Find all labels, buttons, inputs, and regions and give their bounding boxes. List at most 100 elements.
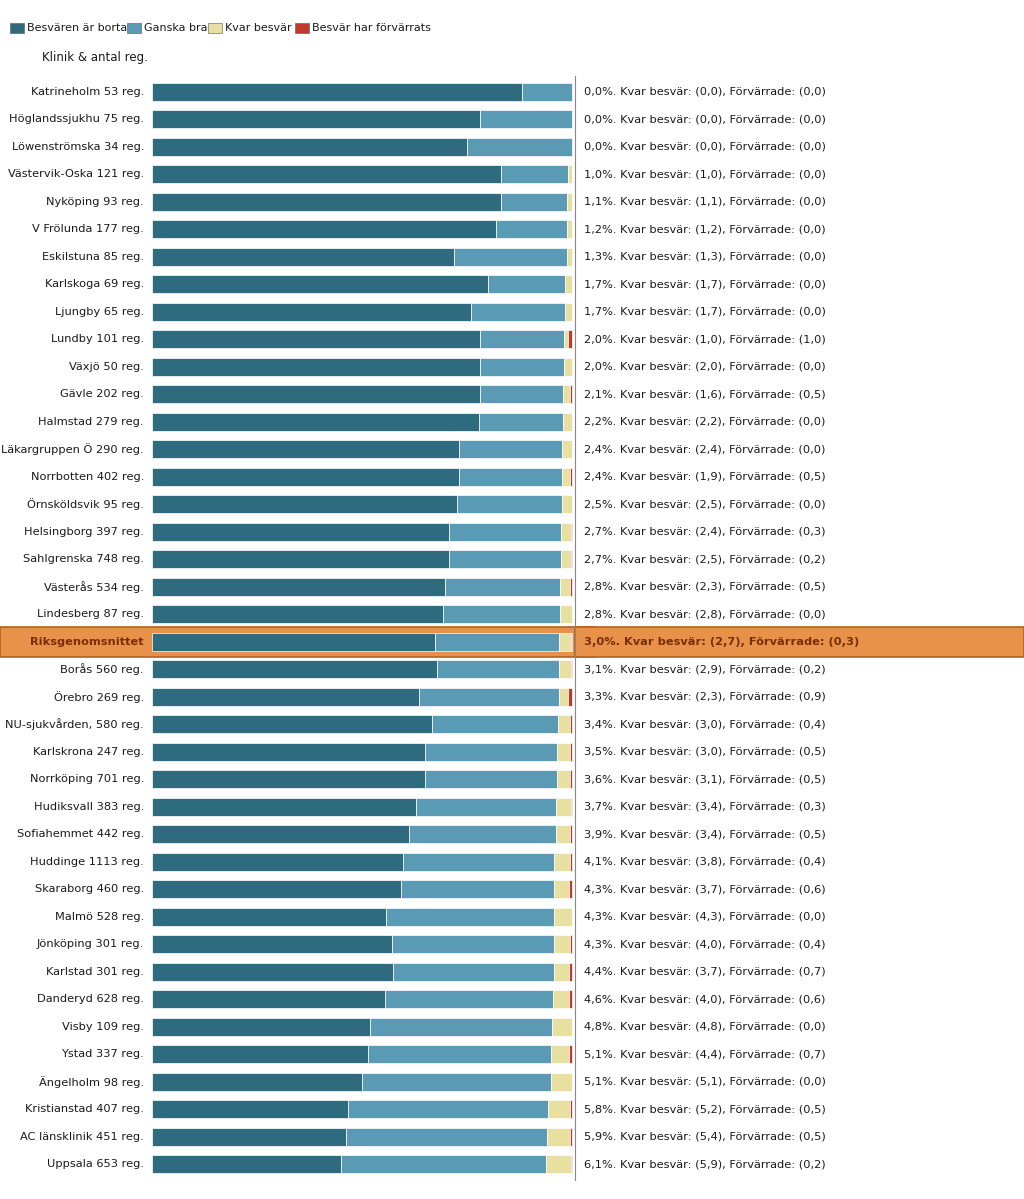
Bar: [560, 605, 572, 623]
Bar: [559, 633, 570, 651]
Bar: [152, 852, 403, 870]
Text: 2,4%. Kvar besvär: (1,9), Förvärrade: (0,5): 2,4%. Kvar besvär: (1,9), Förvärrade: (0…: [584, 471, 825, 482]
Text: Helsingborg 397 reg.: Helsingborg 397 reg.: [25, 526, 144, 537]
Bar: [563, 412, 572, 430]
Bar: [455, 248, 566, 266]
Bar: [152, 1156, 341, 1174]
Text: Eskilstuna 85 reg.: Eskilstuna 85 reg.: [42, 252, 144, 261]
Bar: [392, 963, 554, 981]
Bar: [152, 742, 425, 760]
Bar: [152, 770, 425, 788]
Bar: [152, 578, 444, 596]
Bar: [348, 1101, 548, 1119]
Bar: [554, 935, 570, 953]
Bar: [152, 495, 457, 513]
Bar: [443, 605, 560, 623]
Bar: [566, 248, 572, 266]
Bar: [567, 165, 572, 183]
Bar: [361, 1073, 551, 1091]
Text: Uppsala 653 reg.: Uppsala 653 reg.: [47, 1159, 144, 1169]
Text: 4,3%. Kvar besvär: (3,7), Förvärrade: (0,6): 4,3%. Kvar besvär: (3,7), Förvärrade: (0…: [584, 884, 825, 894]
Bar: [547, 1128, 570, 1146]
Bar: [450, 550, 561, 568]
Text: 1,1%. Kvar besvär: (1,1), Förvärrade: (0,0): 1,1%. Kvar besvär: (1,1), Förvärrade: (0…: [584, 197, 826, 206]
Bar: [341, 1156, 547, 1174]
Bar: [570, 935, 572, 953]
Bar: [152, 357, 479, 375]
Bar: [479, 412, 563, 430]
Bar: [152, 605, 443, 623]
Bar: [521, 83, 572, 101]
Bar: [556, 797, 570, 815]
Text: Karlskrona 247 reg.: Karlskrona 247 reg.: [33, 747, 144, 757]
Bar: [346, 1128, 547, 1146]
Text: Höglandssjukhu 75 reg.: Höglandssjukhu 75 reg.: [9, 114, 144, 125]
Text: 1,2%. Kvar besvär: (1,2), Förvärrade: (0,0): 1,2%. Kvar besvär: (1,2), Förvärrade: (0…: [584, 224, 825, 234]
Text: 2,0%. Kvar besvär: (2,0), Förvärrade: (0,0): 2,0%. Kvar besvär: (2,0), Förvärrade: (0…: [584, 362, 825, 372]
Text: 4,4%. Kvar besvär: (3,7), Förvärrade: (0,7): 4,4%. Kvar besvär: (3,7), Förvärrade: (0…: [584, 966, 825, 977]
Bar: [559, 661, 571, 679]
Text: 2,0%. Kvar besvär: (1,0), Förvärrade: (1,0): 2,0%. Kvar besvär: (1,0), Förvärrade: (1…: [584, 335, 825, 344]
Bar: [385, 990, 553, 1008]
Text: 2,8%. Kvar besvär: (2,3), Förvärrade: (0,5): 2,8%. Kvar besvär: (2,3), Förvärrade: (0…: [584, 582, 825, 592]
Text: Norrköping 701 reg.: Norrköping 701 reg.: [30, 775, 144, 784]
Bar: [152, 1073, 361, 1091]
Text: 1,7%. Kvar besvär: (1,7), Förvärrade: (0,0): 1,7%. Kvar besvär: (1,7), Förvärrade: (0…: [584, 279, 826, 289]
Text: Visby 109 reg.: Visby 109 reg.: [62, 1022, 144, 1032]
Text: Nyköping 93 reg.: Nyköping 93 reg.: [46, 197, 144, 206]
Bar: [152, 1128, 346, 1146]
Bar: [467, 138, 572, 156]
Text: 5,1%. Kvar besvär: (5,1), Förvärrade: (0,0): 5,1%. Kvar besvär: (5,1), Förvärrade: (0…: [584, 1077, 826, 1086]
Bar: [152, 110, 479, 128]
Bar: [434, 633, 559, 651]
Bar: [152, 716, 432, 734]
Bar: [152, 165, 501, 183]
Bar: [553, 990, 569, 1008]
Bar: [561, 550, 571, 568]
Bar: [560, 578, 570, 596]
Bar: [548, 1101, 570, 1119]
Bar: [561, 523, 570, 541]
Text: 1,3%. Kvar besvär: (1,3), Förvärrade: (0,0): 1,3%. Kvar besvär: (1,3), Förvärrade: (0…: [584, 252, 826, 261]
Bar: [547, 1156, 571, 1174]
Bar: [556, 825, 570, 843]
Text: 1,0%. Kvar besvär: (1,0), Förvärrade: (0,0): 1,0%. Kvar besvär: (1,0), Förvärrade: (0…: [584, 169, 826, 179]
Text: 5,8%. Kvar besvär: (5,2), Förvärrade: (0,5): 5,8%. Kvar besvär: (5,2), Förvärrade: (0…: [584, 1104, 825, 1114]
Bar: [10, 23, 24, 34]
Bar: [152, 550, 450, 568]
Bar: [551, 1073, 572, 1091]
Text: Karlskoga 69 reg.: Karlskoga 69 reg.: [45, 279, 144, 289]
Text: Riksgenomsnittet: Riksgenomsnittet: [31, 637, 144, 646]
Text: Skaraborg 460 reg.: Skaraborg 460 reg.: [35, 884, 144, 894]
Text: 2,8%. Kvar besvär: (2,8), Förvärrade: (0,0): 2,8%. Kvar besvär: (2,8), Förvärrade: (0…: [584, 609, 825, 619]
Bar: [569, 990, 572, 1008]
Bar: [152, 908, 386, 926]
Text: 0,0%. Kvar besvär: (0,0), Förvärrade: (0,0): 0,0%. Kvar besvär: (0,0), Förvärrade: (0…: [584, 141, 826, 152]
Text: 3,3%. Kvar besvär: (2,3), Förvärrade: (0,9): 3,3%. Kvar besvär: (2,3), Förvärrade: (0…: [584, 692, 825, 701]
Bar: [152, 661, 437, 679]
Bar: [152, 797, 416, 815]
Bar: [152, 825, 409, 843]
Bar: [152, 248, 455, 266]
Bar: [425, 742, 557, 760]
Bar: [501, 193, 567, 211]
Text: Läkargruppen Ö 290 reg.: Läkargruppen Ö 290 reg.: [1, 444, 144, 456]
Bar: [501, 165, 567, 183]
Text: 2,7%. Kvar besvär: (2,4), Förvärrade: (0,3): 2,7%. Kvar besvär: (2,4), Förvärrade: (0…: [584, 526, 825, 537]
Bar: [557, 770, 570, 788]
Text: Ängelholm 98 reg.: Ängelholm 98 reg.: [39, 1076, 144, 1087]
Bar: [570, 825, 572, 843]
Bar: [152, 193, 501, 211]
Text: 0,0%. Kvar besvär: (0,0), Förvärrade: (0,0): 0,0%. Kvar besvär: (0,0), Förvärrade: (0…: [584, 114, 826, 125]
Bar: [209, 23, 222, 34]
Bar: [425, 770, 557, 788]
Text: 4,8%. Kvar besvär: (4,8), Förvärrade: (0,0): 4,8%. Kvar besvär: (4,8), Förvärrade: (0…: [584, 1022, 825, 1032]
Bar: [570, 852, 572, 870]
Bar: [152, 1018, 371, 1036]
Bar: [552, 1018, 572, 1036]
Bar: [152, 963, 392, 981]
Bar: [570, 468, 572, 486]
Bar: [403, 852, 554, 870]
Bar: [575, 627, 1024, 657]
Text: Sofiahemmet 442 reg.: Sofiahemmet 442 reg.: [16, 830, 144, 839]
